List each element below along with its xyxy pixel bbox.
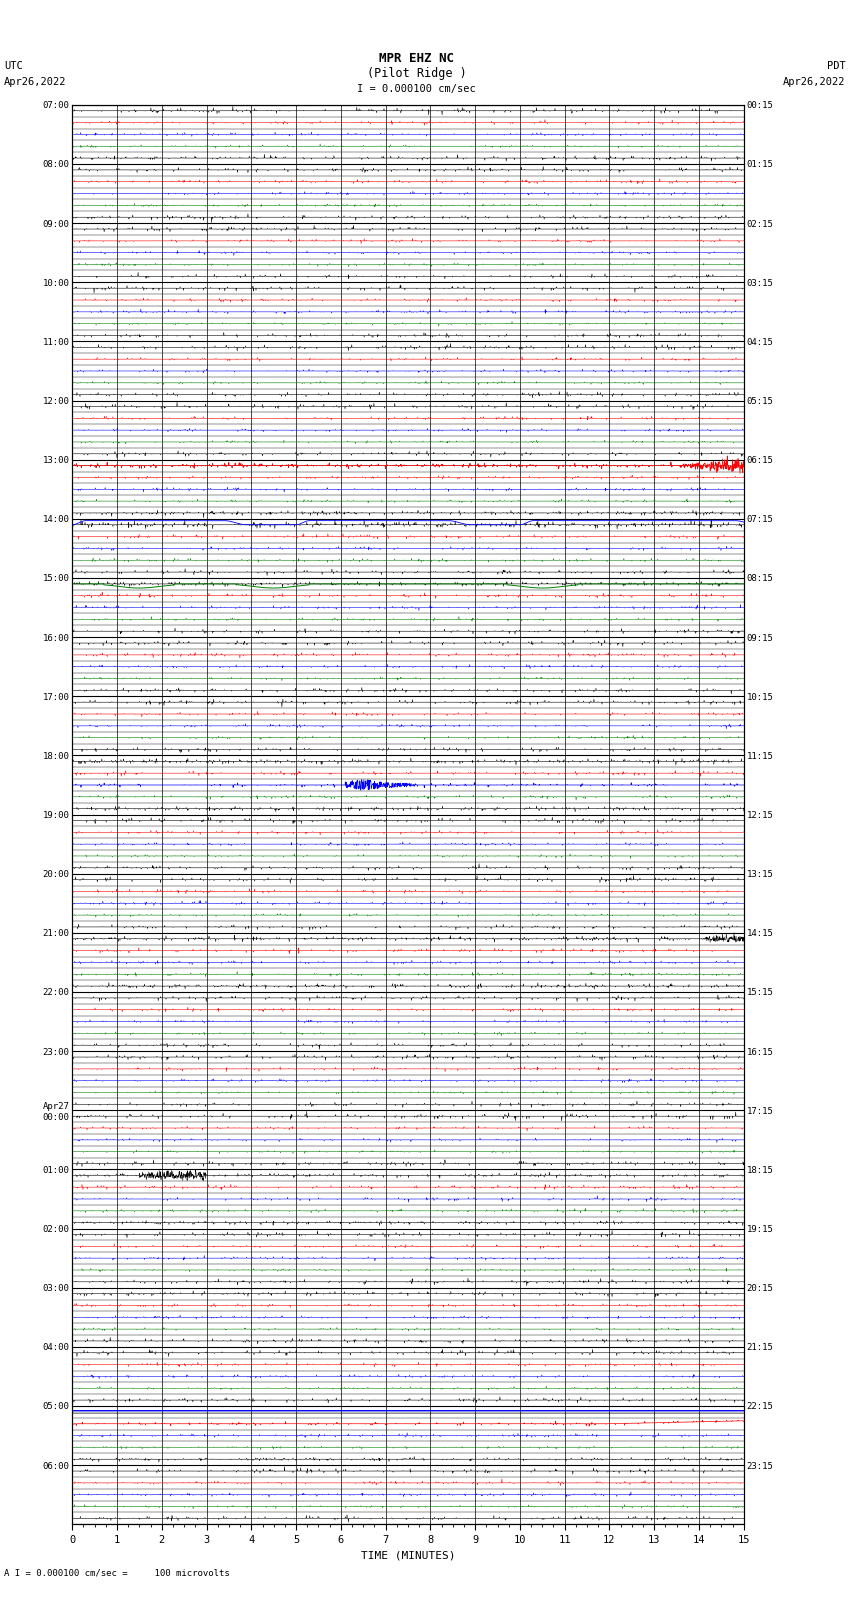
X-axis label: TIME (MINUTES): TIME (MINUTES)	[360, 1550, 456, 1560]
Text: Apr26,2022: Apr26,2022	[783, 77, 846, 87]
Text: Apr26,2022: Apr26,2022	[4, 77, 67, 87]
Text: UTC: UTC	[4, 61, 23, 71]
Text: MPR EHZ NC: MPR EHZ NC	[379, 52, 454, 65]
Text: PDT: PDT	[827, 61, 846, 71]
Text: I = 0.000100 cm/sec: I = 0.000100 cm/sec	[357, 84, 476, 94]
Text: (Pilot Ridge ): (Pilot Ridge )	[366, 66, 467, 79]
Text: A I = 0.000100 cm/sec =     100 microvolts: A I = 0.000100 cm/sec = 100 microvolts	[4, 1568, 230, 1578]
